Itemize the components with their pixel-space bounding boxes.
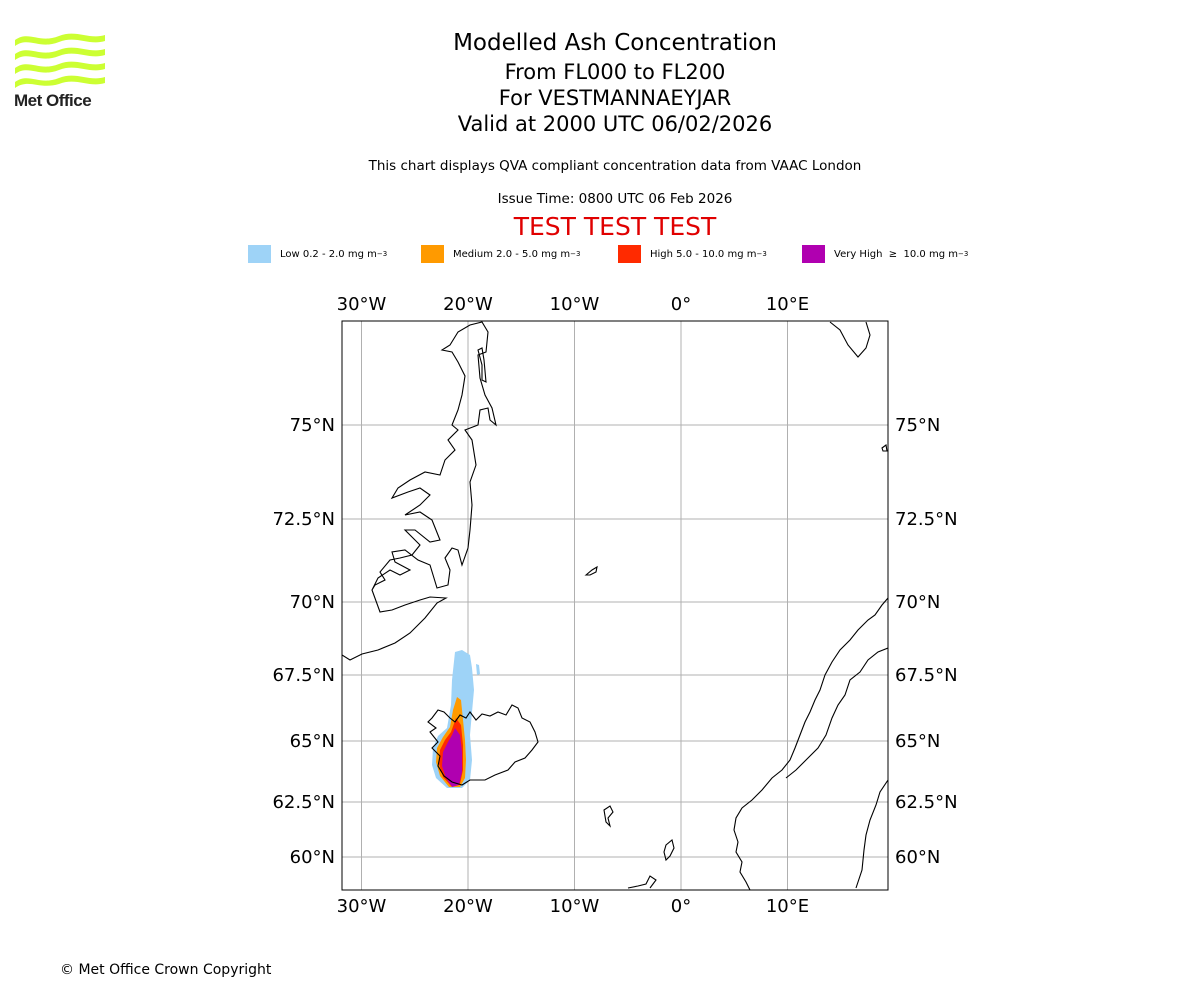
chart-title: Modelled Ash Concentration	[453, 30, 777, 56]
volcano-name: For VESTMANNAEYJAR	[498, 86, 732, 110]
orkney-scotland	[627, 875, 657, 889]
lat-tick-label-right: 60°N	[895, 847, 940, 868]
met-office-wave-icon	[15, 33, 105, 88]
map-frame	[341, 320, 889, 891]
lat-tick-label-left: 70°N	[290, 592, 335, 613]
legend-medium: Medium 2.0 - 5.0 mg m −3	[421, 244, 580, 264]
lon-tick-label-top: 10°W	[550, 294, 600, 315]
lat-tick-label-left: 72.5°N	[272, 509, 335, 530]
bear-island	[881, 444, 888, 452]
shetland	[663, 839, 675, 862]
issue-time: Issue Time: 0800 UTC 06 Feb 2026	[497, 191, 733, 207]
chart-subtitle: This chart displays QVA compliant concen…	[368, 158, 862, 174]
lon-tick-label-bottom: 0°	[671, 896, 691, 917]
lat-tick-label-left: 75°N	[290, 415, 335, 436]
legend-low-swatch	[248, 245, 271, 263]
lon-tick-label-bottom: 20°W	[443, 896, 493, 917]
lon-tick-label-top: 20°W	[443, 294, 493, 315]
svalbard-tip	[829, 321, 871, 358]
met-office-logo: Met Office	[14, 30, 109, 110]
legend-high-label: High 5.0 - 10.0 mg m	[650, 248, 757, 260]
faroe-islands	[603, 805, 614, 828]
lon-tick-label-top: 30°W	[337, 294, 387, 315]
ash-very-high-region	[442, 728, 462, 787]
chart-title-block: Modelled Ash Concentration From FL000 to…	[315, 28, 915, 137]
lat-tick-label-left: 65°N	[290, 731, 335, 752]
legend-low: Low 0.2 - 2.0 mg m −3	[248, 244, 387, 264]
legend-very-high: Very High ≥ 10.0 mg m −3	[802, 244, 968, 264]
lat-tick-label-right: 65°N	[895, 731, 940, 752]
iceland-coast	[427, 704, 539, 786]
ash-low-region-small	[476, 664, 480, 675]
lat-tick-label-right: 67.5°N	[895, 665, 958, 686]
legend-high-swatch	[618, 245, 641, 263]
greenland-coast	[342, 321, 497, 661]
lon-tick-label-bottom: 10°E	[766, 896, 809, 917]
lat-tick-label-right: 75°N	[895, 415, 940, 436]
axis-tick-labels: 30°W 30°W 20°W 20°W 10°W 10°W 0° 0° 10°E 10°E 75°N…	[272, 294, 957, 917]
legend-high: High 5.0 - 10.0 mg m −3	[618, 244, 767, 264]
legend-very-high-swatch	[802, 245, 825, 263]
norway-coast	[733, 597, 888, 890]
test-banner: TEST TEST TEST	[513, 212, 717, 241]
gridlines	[342, 321, 888, 890]
legend-medium-label: Medium 2.0 - 5.0 mg m	[453, 248, 571, 260]
jan-mayen	[584, 565, 598, 576]
map-frame-background	[342, 321, 888, 890]
legend-low-label: Low 0.2 - 2.0 mg m	[280, 248, 377, 260]
flight-level-range: From FL000 to FL200	[504, 60, 726, 84]
lat-tick-label-right: 70°N	[895, 592, 940, 613]
lat-tick-label-left: 60°N	[290, 847, 335, 868]
legend-medium-swatch	[421, 245, 444, 263]
lat-tick-label-left: 67.5°N	[272, 665, 335, 686]
lat-tick-label-right: 62.5°N	[895, 792, 958, 813]
valid-time: Valid at 2000 UTC 06/02/2026	[457, 112, 773, 136]
legend-very-high-label: Very High ≥ 10.0 mg m	[834, 248, 958, 260]
lon-tick-label-top: 10°E	[766, 294, 809, 315]
met-office-wordmark: Met Office	[14, 91, 92, 110]
copyright-notice: © Met Office Crown Copyright	[60, 962, 272, 978]
lon-tick-label-bottom: 10°W	[550, 896, 600, 917]
lon-tick-label-top: 0°	[671, 294, 691, 315]
lat-tick-label-right: 72.5°N	[895, 509, 958, 530]
coastlines	[342, 321, 888, 890]
greenland-inner-fjord	[477, 347, 487, 383]
ash-plume	[432, 650, 480, 788]
lon-tick-label-bottom: 30°W	[337, 896, 387, 917]
lat-tick-label-left: 62.5°N	[272, 792, 335, 813]
